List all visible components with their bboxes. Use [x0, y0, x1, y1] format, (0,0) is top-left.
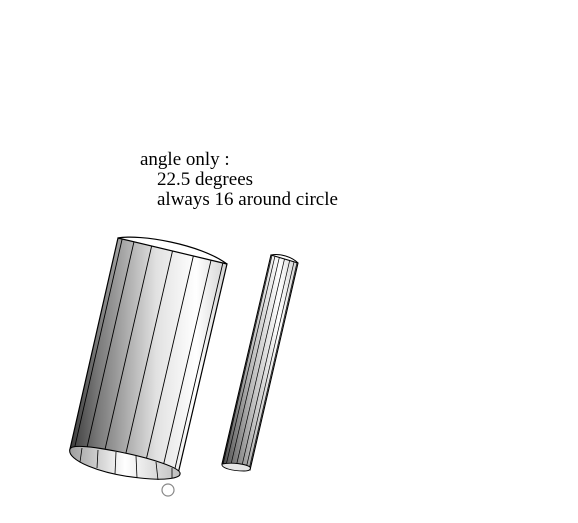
- annotation-line-1: angle only :: [140, 149, 230, 170]
- thin-cylinder-bottom-cap: [221, 462, 251, 472]
- large-cylinder-cap-line-1: [79, 447, 83, 463]
- thin-cylinder[interactable]: [221, 254, 299, 472]
- large-cylinder-cap-lines: [79, 447, 173, 481]
- thin-cylinder-facet-line-5: [241, 260, 291, 469]
- thin-cylinder-facet-line-4: [235, 258, 285, 468]
- large-cylinder-cap-line-5: [155, 461, 159, 481]
- thin-cylinder-facet-line-2: [225, 256, 276, 465]
- large-cylinder-facet-line-6: [161, 260, 212, 471]
- annotation-line-2: 22.5 degrees: [157, 169, 254, 190]
- large-cylinder-facet-line-7: [173, 262, 224, 474]
- large-cylinder-facet-line-5: [144, 255, 194, 467]
- large-cylinder-facet-line-2: [85, 241, 135, 453]
- large-cylinder-facet-line-4: [123, 250, 173, 462]
- thin-cylinder-facet-line-1: [222, 255, 273, 465]
- large-cylinder-cap-line-4: [135, 455, 138, 479]
- thin-cylinder-body: [221, 254, 299, 471]
- thin-cylinder-top-edge: [270, 254, 299, 264]
- large-cylinder-facet-lines: [73, 238, 224, 474]
- large-cylinder[interactable]: [69, 236, 228, 481]
- thin-cylinder-facet-line-3: [230, 257, 280, 466]
- thin-cylinder-facet-line-6: [245, 261, 295, 470]
- thin-cylinder-facet-line-7: [248, 262, 298, 470]
- large-cylinder-cap-line-3: [114, 451, 117, 475]
- thin-cylinder-facet-lines: [222, 255, 298, 470]
- large-cylinder-cap-line-2: [96, 449, 99, 469]
- large-cylinder-top-edge: [117, 236, 228, 265]
- pivot-marker-icon[interactable]: [161, 483, 175, 497]
- large-cylinder-facet-line-3: [102, 245, 153, 457]
- large-cylinder-facet-line-1: [73, 238, 123, 451]
- annotation-line-3: always 16 around circle: [157, 189, 338, 210]
